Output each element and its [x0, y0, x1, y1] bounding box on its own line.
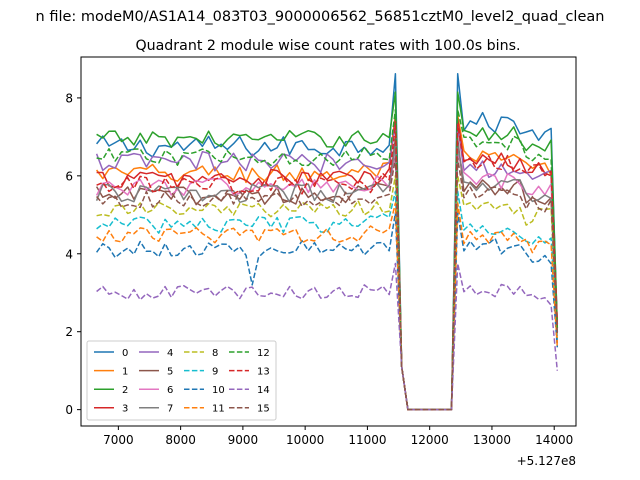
plot-area: [80, 56, 577, 427]
x-tick-label: 11000: [348, 433, 386, 447]
series-line-15: [96, 157, 559, 411]
legend-box: [86, 340, 277, 421]
legend-label-6: 6: [167, 385, 173, 396]
legend-label-5: 5: [167, 366, 173, 377]
x-tick-label: 13000: [473, 433, 511, 447]
series-line-6: [95, 153, 559, 411]
x-tick-label: 9000: [228, 433, 259, 447]
axes-frame: [80, 56, 577, 427]
legend-label-13: 13: [257, 366, 270, 377]
series-line-11: [96, 202, 559, 411]
series-layer: [95, 73, 559, 411]
legend-label-2: 2: [122, 385, 128, 396]
legend-label-0: 0: [122, 348, 128, 359]
legend-label-15: 15: [257, 404, 270, 415]
figure-suptitle: n file: modeM0/AS1A14_083T03_9000006562_…: [36, 9, 605, 25]
x-tick-label: 8000: [165, 433, 196, 447]
series-line-8: [96, 175, 559, 411]
legend-label-11: 11: [212, 404, 225, 415]
y-tick-label: 6: [65, 169, 73, 183]
series-line-13: [96, 124, 559, 411]
y-axis: 0 2 4 6 8: [65, 91, 81, 417]
series-line-2: [96, 91, 559, 411]
series-line-14: [96, 262, 559, 411]
y-tick-label: 4: [65, 247, 73, 261]
legend-label-1: 1: [122, 366, 128, 377]
legend-label-14: 14: [257, 385, 270, 396]
legend-label-9: 9: [212, 366, 218, 377]
y-tick-label: 2: [65, 325, 73, 339]
series-line-9: [96, 190, 559, 411]
legend-label-8: 8: [212, 348, 218, 359]
legend-label-3: 3: [122, 404, 128, 415]
x-tick-label: 10000: [286, 433, 324, 447]
legend-label-4: 4: [167, 348, 173, 359]
y-tick-label: 8: [65, 91, 73, 105]
x-axis: 7000 8000 9000 10000 11000 12000 13000 14000: [103, 426, 573, 447]
series-line-12: [96, 108, 559, 411]
series-line-3: [96, 118, 559, 411]
chart-title: Quadrant 2 module wise count rates with …: [135, 38, 520, 54]
legend-label-7: 7: [167, 404, 173, 415]
x-tick-label: 7000: [103, 433, 134, 447]
x-offset-label: +5.127e8: [517, 454, 576, 468]
legend-label-10: 10: [212, 385, 225, 396]
series-line-4: [95, 124, 559, 411]
series-line-10: [95, 212, 559, 411]
x-tick-label: 12000: [411, 433, 449, 447]
y-tick-label: 0: [65, 403, 73, 417]
legend-label-12: 12: [257, 348, 270, 359]
x-tick-label: 14000: [535, 433, 573, 447]
